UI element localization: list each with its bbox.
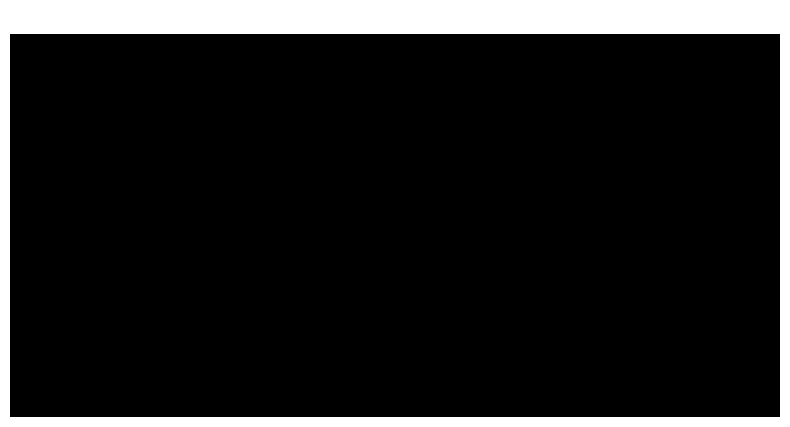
- word-cloud-canvas: [10, 34, 780, 417]
- word-cloud-svg: [10, 34, 780, 417]
